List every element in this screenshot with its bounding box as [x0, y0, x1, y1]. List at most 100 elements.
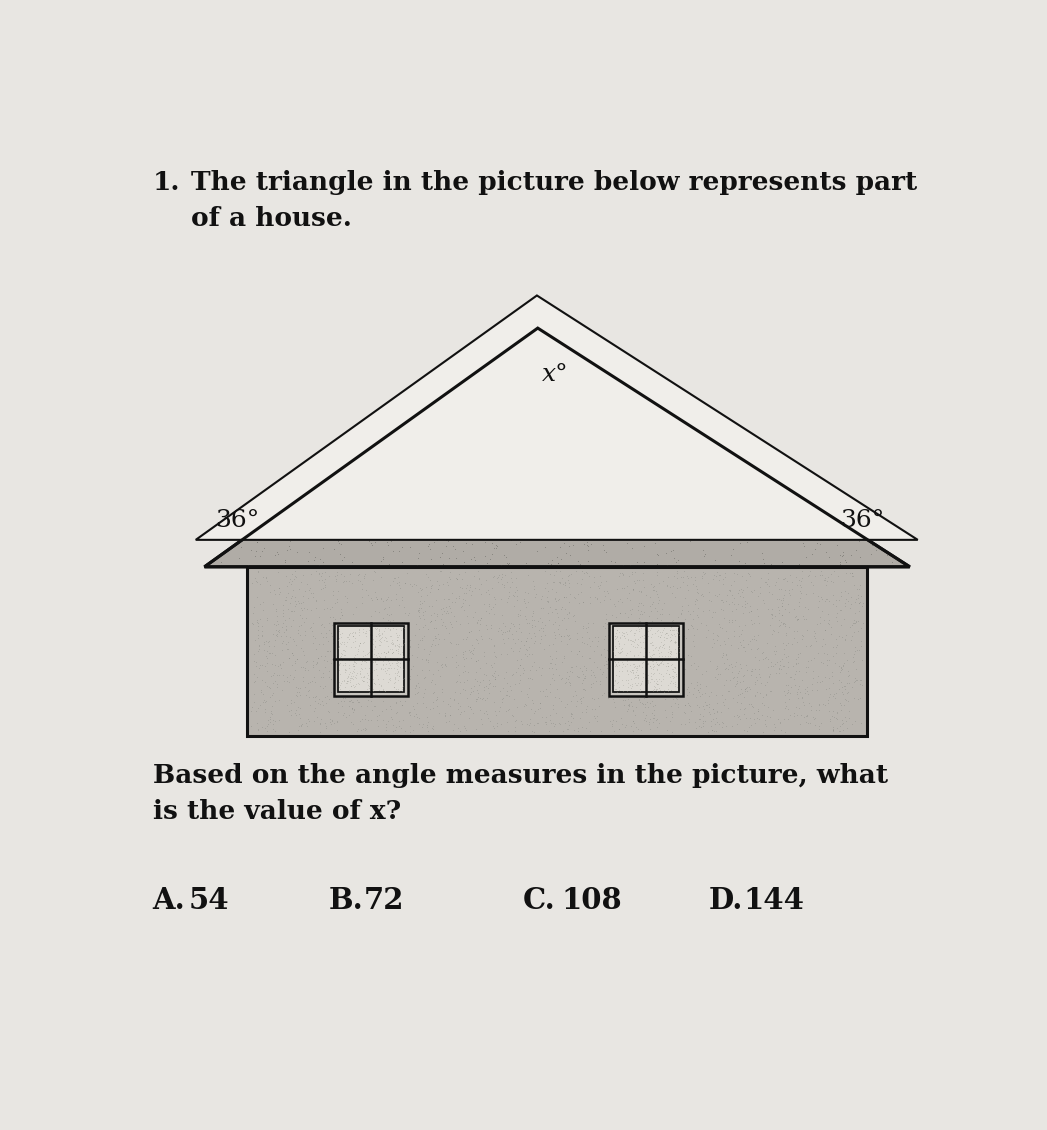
Point — [536, 580, 553, 598]
Point — [567, 562, 584, 580]
Point — [663, 654, 680, 672]
Point — [312, 714, 329, 732]
Point — [557, 573, 574, 591]
Point — [341, 626, 358, 644]
Point — [303, 601, 319, 619]
Point — [289, 650, 306, 668]
Point — [494, 629, 511, 647]
Point — [448, 673, 465, 692]
Point — [843, 594, 860, 612]
Point — [808, 615, 825, 633]
Point — [637, 664, 653, 683]
Point — [334, 606, 351, 624]
Point — [564, 710, 581, 728]
Point — [259, 609, 275, 627]
Point — [780, 683, 797, 701]
Point — [378, 591, 395, 609]
Point — [402, 670, 419, 688]
Point — [361, 633, 378, 651]
Point — [419, 716, 436, 734]
Point — [600, 689, 617, 707]
Point — [391, 573, 407, 591]
Point — [547, 715, 563, 733]
Point — [373, 660, 389, 678]
Point — [668, 666, 685, 684]
Point — [648, 676, 665, 694]
Point — [602, 688, 619, 706]
Point — [662, 712, 678, 730]
Point — [263, 704, 280, 722]
Point — [370, 666, 386, 684]
Point — [828, 644, 845, 662]
Point — [383, 635, 400, 653]
Point — [618, 671, 634, 689]
Point — [259, 716, 275, 734]
Point — [456, 662, 473, 680]
Point — [838, 554, 854, 572]
Point — [772, 616, 788, 634]
Point — [349, 690, 365, 709]
Point — [351, 622, 367, 640]
Point — [354, 614, 371, 632]
Point — [521, 714, 538, 732]
Point — [598, 544, 615, 562]
Point — [636, 689, 652, 707]
Point — [310, 649, 327, 667]
Point — [342, 713, 359, 731]
Point — [615, 566, 631, 584]
Point — [633, 658, 650, 676]
Point — [606, 637, 623, 655]
Point — [634, 564, 651, 582]
Point — [699, 723, 716, 741]
Point — [854, 594, 871, 612]
Point — [829, 567, 846, 585]
Point — [339, 633, 356, 651]
Point — [358, 669, 375, 687]
Point — [552, 573, 569, 591]
Point — [338, 589, 355, 607]
Point — [334, 551, 351, 570]
Point — [285, 670, 302, 688]
Point — [794, 631, 810, 649]
Point — [279, 622, 295, 640]
Point — [616, 696, 632, 714]
Point — [749, 709, 765, 727]
Point — [346, 633, 362, 651]
Point — [785, 657, 802, 675]
Point — [395, 615, 411, 633]
Point — [512, 683, 529, 701]
Point — [537, 714, 554, 732]
Point — [313, 616, 330, 634]
Point — [384, 643, 401, 661]
Point — [643, 663, 660, 681]
Point — [559, 571, 576, 589]
Point — [356, 633, 373, 651]
Point — [321, 600, 338, 618]
Point — [742, 602, 759, 620]
Point — [792, 575, 808, 593]
Point — [253, 617, 270, 635]
Point — [271, 580, 288, 598]
Point — [666, 633, 683, 651]
Point — [486, 539, 503, 557]
Point — [799, 685, 816, 703]
Point — [485, 567, 502, 585]
Point — [254, 685, 271, 703]
Point — [336, 641, 353, 659]
Point — [352, 572, 369, 590]
Point — [327, 612, 343, 631]
Point — [331, 534, 348, 553]
Point — [556, 574, 573, 592]
Point — [362, 626, 379, 644]
Point — [593, 645, 609, 663]
Point — [287, 686, 304, 704]
Point — [627, 663, 644, 681]
Point — [358, 645, 375, 663]
Point — [754, 694, 771, 712]
Point — [391, 712, 407, 730]
Point — [379, 605, 396, 623]
Point — [427, 629, 444, 647]
Point — [709, 563, 726, 581]
Point — [462, 698, 478, 716]
Point — [383, 631, 400, 649]
